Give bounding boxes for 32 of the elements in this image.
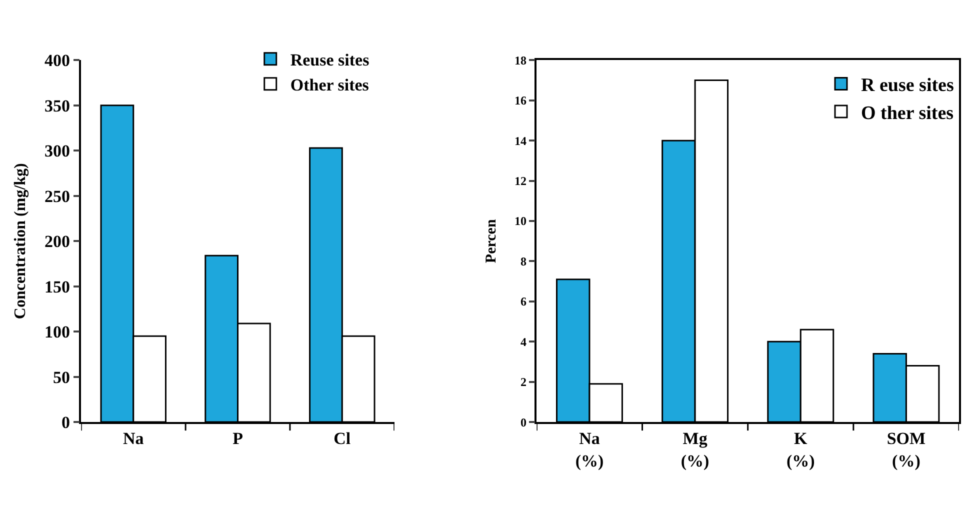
y-tick-label: 150 — [44, 277, 70, 296]
y-tick-label: 0 — [62, 413, 70, 432]
y-tick-label: 400 — [44, 51, 70, 70]
legend-label: Reuse sites — [290, 50, 370, 70]
x-tick-label: Mg (%) — [680, 429, 710, 470]
y-tick-label: 14 — [514, 134, 527, 148]
y-tick-label: 10 — [514, 214, 527, 228]
y-tick-label: 300 — [44, 142, 70, 161]
y-tick-label: 18 — [514, 53, 527, 68]
y-tick-label: 250 — [44, 186, 70, 206]
y-axis-title: Concentration (mg/kg) — [12, 163, 29, 320]
legend-label: O ther sites — [861, 102, 954, 124]
y-tick-label: 16 — [514, 94, 527, 108]
y-tick-label: 6 — [520, 294, 527, 309]
y-tick-label: 12 — [514, 174, 527, 188]
y-tick-label: 4 — [520, 334, 527, 349]
x-tick-label: P — [232, 429, 243, 448]
x-tick-label: Na — [122, 429, 144, 448]
y-tick-label: 200 — [44, 232, 70, 252]
x-tick-label: Cl — [334, 429, 351, 448]
y-tick-label: 8 — [520, 254, 527, 268]
y-tick-label: 100 — [44, 322, 70, 342]
y-tick-label: 2 — [520, 375, 527, 390]
y-tick-label: 50 — [53, 368, 70, 387]
x-tick-label: K (%) — [786, 429, 815, 470]
y-tick-label: 350 — [44, 96, 70, 116]
y-tick-label: 0 — [520, 415, 527, 430]
x-tick-label: Na (%) — [575, 429, 604, 470]
legend-label: R euse sites — [861, 75, 954, 96]
legend-label: Other sites — [290, 76, 370, 95]
x-tick-label: SOM (%) — [886, 429, 926, 470]
y-axis-title: Percen — [483, 218, 500, 264]
